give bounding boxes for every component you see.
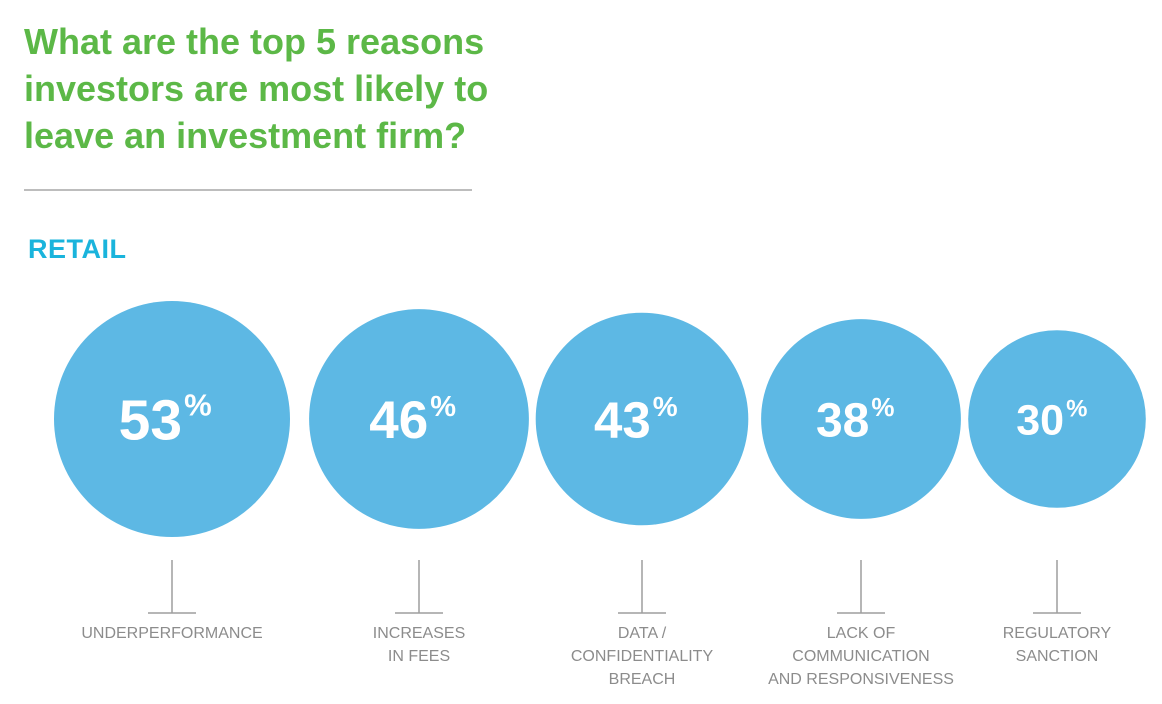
bubble [309,309,529,529]
bubble-value: 30 [1016,396,1064,444]
bubble-value: 46 [369,391,428,450]
bubble-value-suffix: % [871,392,894,422]
section-label: RETAIL [28,234,127,264]
category-label-line: REGULATORY [1003,625,1112,642]
bubble-value-label: 30% [1016,395,1087,444]
bubble-value-suffix: % [430,391,456,423]
bubble-value-label: 38% [816,392,895,447]
bubble-value: 38 [816,394,869,447]
bubble-value: 43 [594,391,651,448]
category-label-line: COMMUNICATION [792,648,929,665]
category-label-line: INCREASES [373,625,465,642]
category-label-line: BREACH [609,671,676,688]
category-label-line: CONFIDENTIALITY [571,648,714,665]
bubble-value-suffix: % [1066,395,1087,422]
bubble-group: 43% DATA / CONFIDENTIALITY BREACH [535,312,749,688]
category-label: LACK OF COMMUNICATION AND RESPONSIVENESS [768,625,954,688]
category-label: DATA / CONFIDENTIALITY BREACH [571,625,714,688]
chart-title-line: investors are most likely to [24,68,489,109]
bubble [968,330,1146,508]
bubble-value-label: 53% [119,388,212,453]
bubble-value-suffix: % [184,388,212,423]
bubble-value-label: 46% [369,391,456,450]
bubble [54,301,290,537]
category-label-line: AND RESPONSIVENESS [768,671,954,688]
category-label: INCREASES IN FEES [373,625,465,665]
bubble-value: 53 [119,389,182,453]
chart-title-line: leave an investment firm? [24,115,467,156]
category-label-line: IN FEES [388,648,450,665]
chart-title: What are the top 5 reasons investors are… [24,18,584,159]
bubble-value-label: 43% [594,391,678,448]
category-label-line: UNDERPERFORMANCE [81,625,262,642]
bubble [535,312,749,526]
category-label-line: SANCTION [1016,648,1099,665]
category-label: REGULATORY SANCTION [1003,625,1112,665]
bubble-group: 53% UNDERPERFORMANCE [54,301,290,642]
bubble-group: 30% REGULATORY SANCTION [968,330,1146,665]
bubble [761,319,961,519]
bubble-value-suffix: % [653,391,678,422]
bubble-group: 38% LACK OF COMMUNICATION AND RESPONSIVENES… [761,319,961,688]
chart-title-line: What are the top 5 reasons [24,21,485,62]
title-divider [24,189,472,191]
category-label-line: LACK OF [827,625,896,642]
category-label: UNDERPERFORMANCE [81,625,262,642]
bubble-group: 46% INCREASES IN FEES [309,309,529,665]
category-label-line: DATA / [618,625,667,642]
